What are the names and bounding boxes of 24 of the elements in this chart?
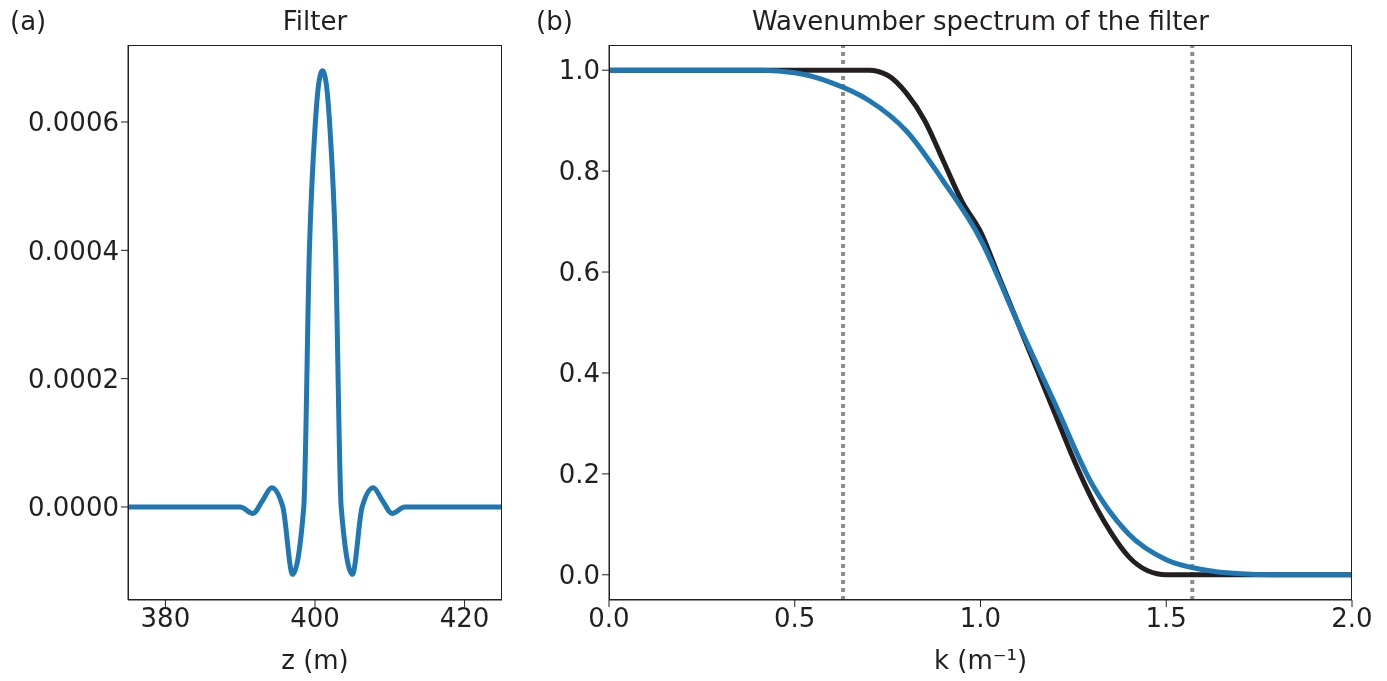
text: (b) [536, 6, 573, 36]
x-tick-label: 420 [439, 603, 490, 634]
x-axis-title: z (m) [281, 645, 349, 675]
y-tick-label: 0.6 [558, 257, 600, 288]
x-tick-label: 0.5 [774, 603, 816, 634]
y-tick-label: 0.0000 [28, 492, 119, 523]
x-tick-label: 1.5 [1145, 603, 1187, 634]
y-tick-label: 0.2 [558, 459, 600, 490]
x-tick-label: 380 [140, 603, 191, 634]
y-tick-label: 0.0006 [28, 107, 119, 138]
y-tick-label: 0.0 [558, 560, 600, 590]
y-tick-label: 0.0004 [28, 235, 119, 266]
text: (a) [10, 6, 47, 36]
chart-title: Filter [281, 6, 349, 36]
x-tick-label: 400 [290, 603, 340, 634]
x-axis-title: k (m⁻¹) [933, 645, 1028, 675]
y-tick-label: 0.8 [558, 156, 600, 187]
x-tick-label: 2.0 [1331, 603, 1373, 634]
chart-title: Wavenumber spectrum of the filter [750, 6, 1211, 36]
x-tick-label: 0.0 [588, 603, 630, 634]
y-tick-label: 0.4 [558, 358, 600, 389]
x-tick-label: 1.0 [959, 603, 1002, 634]
y-tick-label: 1.0 [558, 55, 600, 86]
y-tick-label: 0.0002 [28, 363, 119, 394]
